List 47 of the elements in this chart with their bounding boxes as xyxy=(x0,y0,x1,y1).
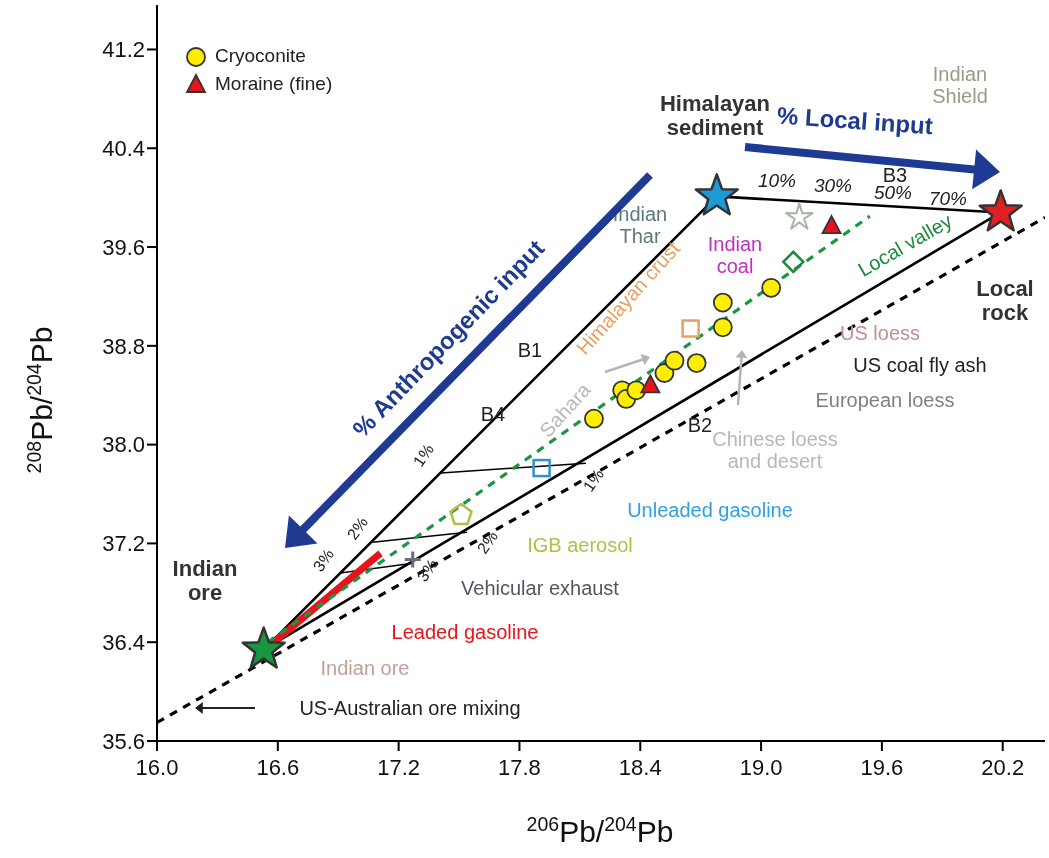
y-tick-label: 39.6 xyxy=(102,234,145,260)
annotation: 10% xyxy=(757,169,797,191)
annotation: 1% xyxy=(409,440,437,470)
annotation: B1 xyxy=(517,339,543,361)
x-tick-label: 19.6 xyxy=(860,754,904,780)
x-tick-label: 19.0 xyxy=(739,754,783,780)
x-tick-label: 17.8 xyxy=(498,754,541,780)
y-tick-label: 36.4 xyxy=(102,630,145,656)
annotation: 2% xyxy=(473,527,501,557)
x-tick-label: 20.2 xyxy=(981,754,1025,780)
x-tick-label: 16.6 xyxy=(256,754,300,780)
annotation: IGB aerosol xyxy=(527,534,633,556)
annotation: % Local input xyxy=(776,101,934,139)
y-tick-label: 41.2 xyxy=(102,37,145,63)
annotation: 70% xyxy=(928,187,968,209)
annotation: US coal fly ash xyxy=(853,354,987,376)
annotation: Indian Shield xyxy=(932,63,988,107)
annotation: 30% xyxy=(813,174,853,196)
annotation: 1% xyxy=(579,465,607,495)
y-tick-label: 37.2 xyxy=(102,531,145,557)
annotation: Indian Thar xyxy=(612,203,668,247)
y-tick-label: 40.4 xyxy=(102,136,145,162)
y-tick-label: 38.0 xyxy=(102,432,145,458)
annotation: 3% xyxy=(413,555,441,585)
annotation: B2 xyxy=(687,414,713,436)
annotation: Chinese loess and desert xyxy=(712,428,838,472)
annotation: Himalayan sediment xyxy=(659,90,771,140)
y-tick-label: 35.6 xyxy=(102,728,145,754)
annotation: Vehicular exhaust xyxy=(461,577,620,599)
x-tick-label: 18.4 xyxy=(618,754,662,780)
annotation: European loess xyxy=(815,389,955,411)
annotation: Indian coal xyxy=(707,233,763,277)
x-tick-label: 16.0 xyxy=(135,754,179,780)
annotation: Indian ore xyxy=(172,555,238,605)
annotation: 2% xyxy=(343,513,371,543)
x-axis-title: $^{206}$Pb/$^{204}$Pb xyxy=(526,813,674,848)
annotation: 3% xyxy=(309,545,337,575)
legend-label: Cryoconite xyxy=(215,44,306,68)
annotation: Indian ore xyxy=(320,657,410,679)
annotation: US-Australian ore mixing xyxy=(299,697,521,719)
y-tick-label: 38.8 xyxy=(102,333,145,359)
annotation: Leaded gasoline xyxy=(391,621,539,643)
annotation: Unleaded gasoline xyxy=(627,499,793,521)
x-tick-label: 17.2 xyxy=(377,754,421,780)
annotation: Local rock xyxy=(976,275,1034,325)
annotation: US loess xyxy=(839,322,921,344)
legend-label: Moraine (fine) xyxy=(215,72,333,96)
